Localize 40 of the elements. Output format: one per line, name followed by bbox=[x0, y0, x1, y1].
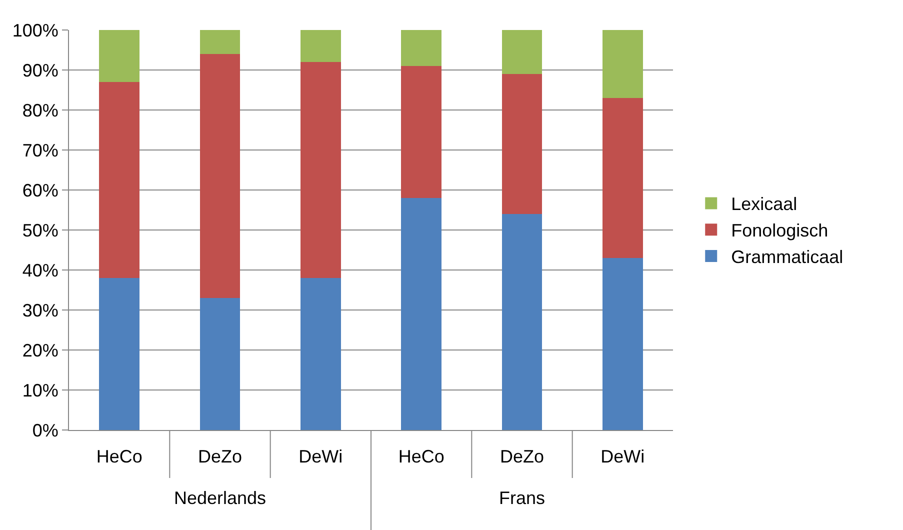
y-tick-label: 80% bbox=[22, 100, 58, 120]
x-tick-label: DeWi bbox=[298, 446, 343, 467]
bar bbox=[300, 278, 341, 430]
legend-label: Fonologisch bbox=[731, 220, 828, 241]
bar bbox=[300, 62, 341, 278]
x-tick-label: HeCo bbox=[96, 446, 142, 467]
y-tick-label: 20% bbox=[22, 340, 58, 360]
legend-label: Lexicaal bbox=[731, 194, 798, 214]
y-tick-label: 90% bbox=[22, 60, 58, 80]
bar bbox=[401, 198, 442, 430]
bar bbox=[99, 278, 140, 430]
y-tick-label: 10% bbox=[22, 380, 58, 400]
bar bbox=[502, 30, 542, 74]
x-tick-label: DeWi bbox=[600, 446, 645, 467]
text: Nederlands bbox=[174, 488, 266, 508]
x-tick-label: HeCo bbox=[398, 446, 444, 467]
bar bbox=[99, 82, 140, 278]
bar bbox=[401, 66, 442, 198]
y-tick-label: 100% bbox=[12, 20, 58, 40]
bar bbox=[200, 30, 240, 54]
legend-label: Grammaticaal bbox=[731, 247, 844, 268]
bar bbox=[200, 298, 240, 430]
x-tick-label: DeZo bbox=[500, 446, 544, 467]
bar bbox=[602, 30, 643, 98]
y-tick-label: 70% bbox=[22, 140, 58, 160]
y-tick-label: 30% bbox=[22, 300, 58, 320]
x-tick-label: DeZo bbox=[198, 446, 242, 467]
bar bbox=[502, 74, 542, 214]
y-tick-label: 60% bbox=[22, 180, 58, 200]
bar bbox=[99, 30, 140, 82]
bar bbox=[200, 54, 240, 298]
y-tick-label: 0% bbox=[32, 420, 58, 440]
bar bbox=[300, 30, 341, 62]
y-tick-label: 40% bbox=[22, 260, 58, 280]
bar bbox=[401, 30, 442, 66]
text: Frans bbox=[499, 488, 546, 508]
bar bbox=[602, 98, 643, 258]
bar bbox=[502, 214, 542, 430]
y-tick-label: 50% bbox=[22, 220, 58, 240]
bar bbox=[602, 258, 643, 430]
